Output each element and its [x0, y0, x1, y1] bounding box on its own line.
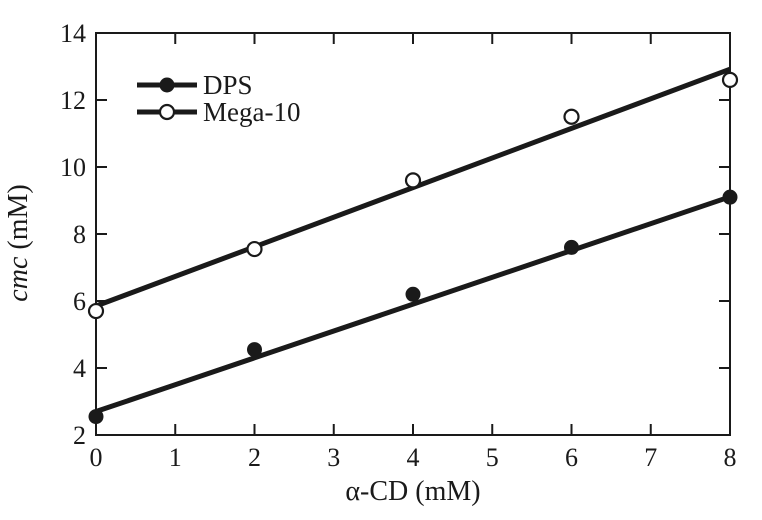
data-point-dps	[405, 286, 421, 302]
x-tick-label: 2	[248, 443, 261, 472]
legend-item-mega-10: Mega-10	[137, 97, 300, 127]
y-tick-label: 10	[60, 153, 86, 182]
x-axis: 0 1 2 3 4 5 6 7 8	[90, 34, 737, 472]
x-tick-label: 3	[327, 443, 340, 472]
legend-label: Mega-10	[203, 97, 300, 127]
legend-label: DPS	[203, 70, 253, 100]
data-point-dps	[722, 189, 738, 205]
data-point-dps	[247, 342, 262, 358]
y-tick-label: 6	[73, 287, 86, 316]
legend-marker-filled-circle-icon	[159, 77, 175, 93]
y-tick-label: 4	[73, 354, 86, 383]
y-tick-label: 12	[60, 86, 86, 115]
x-tick-label: 7	[644, 443, 657, 472]
data-point-mega-10	[563, 108, 580, 125]
data-point-dps	[564, 239, 579, 255]
data-point-dps	[88, 409, 104, 425]
x-tick-label: 6	[565, 443, 578, 472]
y-axis: 2 4 6 8 10 12 14	[60, 19, 729, 450]
series-dps	[88, 189, 738, 425]
x-tick-label: 4	[407, 443, 420, 472]
y-axis-label: cmc (mM)	[3, 184, 34, 301]
y-axis-label-part: cmc	[3, 256, 34, 302]
data-point-mega-10	[246, 240, 263, 258]
x-tick-label: 5	[486, 443, 499, 472]
series-layer	[87, 66, 739, 425]
series-mega-10	[87, 66, 739, 320]
data-point-mega-10	[721, 71, 739, 89]
data-point-mega-10	[87, 302, 105, 320]
fit-line-dps	[95, 194, 731, 414]
x-tick-label: 0	[90, 443, 103, 472]
x-tick-label: 8	[724, 443, 737, 472]
y-axis-label-part: (mM)	[3, 184, 34, 256]
y-tick-label: 14	[60, 19, 86, 48]
x-tick-label: 1	[169, 443, 182, 472]
x-axis-label: α-CD (mM)	[345, 476, 480, 507]
plot-frame	[95, 32, 731, 436]
y-tick-label: 8	[73, 220, 86, 249]
data-point-mega-10	[404, 172, 422, 189]
y-tick-label: 2	[73, 421, 86, 450]
legend-marker-open-circle-icon	[158, 103, 176, 121]
legend-item-dps: DPS	[137, 70, 253, 100]
